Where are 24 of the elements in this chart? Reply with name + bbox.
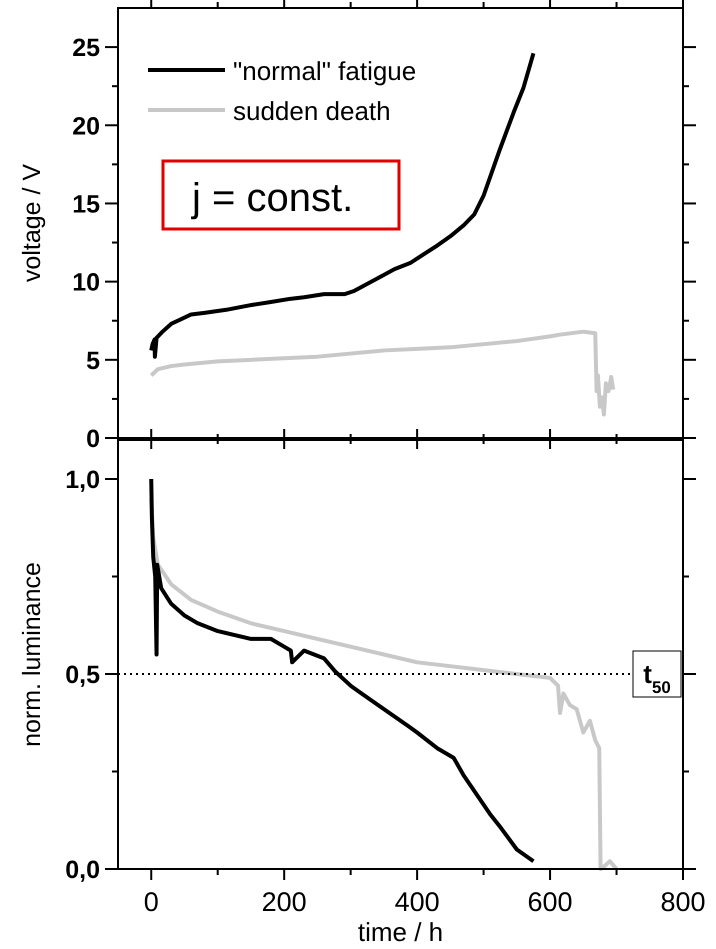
line-series [149, 330, 616, 417]
x-tick-label: 600 [528, 887, 573, 917]
legend-label: "normal" fatigue [233, 56, 416, 86]
ref-line-label: t$_{50}$ [643, 659, 671, 696]
x-tick-label: 200 [262, 887, 307, 917]
y-tick-label: 0,5 [65, 661, 100, 689]
y-tick-label: 10 [72, 268, 100, 297]
y-axis-title: voltage / V [18, 164, 46, 282]
x-tick-label: 400 [394, 887, 440, 917]
y-tick-label: 1,0 [65, 466, 100, 494]
line-series [149, 51, 536, 359]
x-tick-label: 800 [660, 887, 706, 917]
y-tick-label: 0,0 [65, 856, 100, 884]
y-tick-label: 5 [86, 346, 100, 375]
x-axis-title: time / h [358, 917, 444, 947]
annotation: j = const. [191, 176, 354, 220]
y-tick-label: 20 [72, 112, 100, 140]
y-axis-title: norm. luminance [18, 562, 46, 747]
y-tick-label: 25 [72, 34, 100, 62]
x-tick-label: 0 [144, 887, 159, 917]
line-series [149, 496, 619, 871]
y-tick-label: 15 [72, 190, 100, 218]
y-tick-label: 0 [86, 425, 100, 453]
legend-label: sudden death [233, 96, 391, 126]
